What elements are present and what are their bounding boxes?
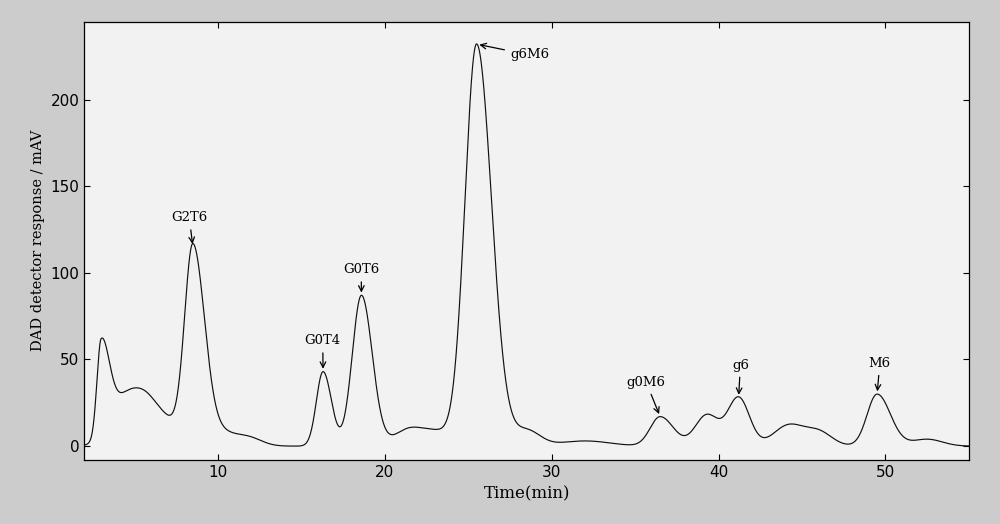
Text: g0M6: g0M6 xyxy=(627,376,666,413)
Text: g6M6: g6M6 xyxy=(481,43,549,61)
Text: M6: M6 xyxy=(869,357,891,390)
Text: G0T6: G0T6 xyxy=(343,264,379,291)
Text: G2T6: G2T6 xyxy=(171,211,207,243)
Text: G0T4: G0T4 xyxy=(305,334,341,367)
Y-axis label: DAD detector response / mAV: DAD detector response / mAV xyxy=(31,130,45,352)
Text: g6: g6 xyxy=(732,358,749,394)
X-axis label: Time(min): Time(min) xyxy=(483,485,570,503)
